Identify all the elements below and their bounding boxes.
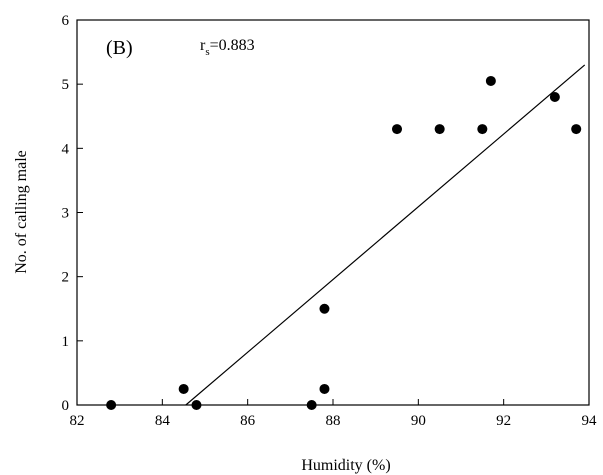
panel-label: (B)	[106, 37, 133, 59]
data-point-12	[571, 124, 582, 135]
y-tick-label: 4	[62, 141, 70, 157]
y-tick-label: 1	[62, 334, 70, 350]
correlation-annotation: rs=0.883	[200, 37, 255, 58]
data-point-7	[392, 124, 402, 135]
data-point-11	[549, 92, 560, 102]
data-point-5	[319, 303, 330, 314]
x-tick-label: 94	[582, 413, 598, 429]
data-point-9	[477, 124, 488, 135]
data-point-10	[485, 75, 496, 86]
regression-line	[185, 64, 586, 406]
data-point-8	[434, 124, 445, 135]
x-tick-label: 84	[155, 413, 171, 429]
x-tick-label: 88	[326, 413, 341, 429]
y-tick-label: 6	[62, 13, 70, 29]
data-point-2	[178, 383, 189, 394]
y-tick-label: 0	[62, 398, 70, 414]
data-point-6	[319, 383, 330, 394]
y-axis-title: No. of calling male	[13, 150, 30, 274]
y-tick-label: 5	[62, 77, 70, 93]
plot-frame	[76, 19, 590, 406]
y-tick-label: 3	[62, 206, 70, 222]
x-tick-label: 86	[240, 413, 256, 429]
x-tick-label: 92	[496, 413, 511, 429]
y-tick-label: 2	[62, 270, 70, 286]
x-tick-label: 82	[70, 413, 85, 429]
x-axis-title: Humidity (%)	[301, 457, 390, 474]
x-tick-label: 90	[411, 413, 426, 429]
